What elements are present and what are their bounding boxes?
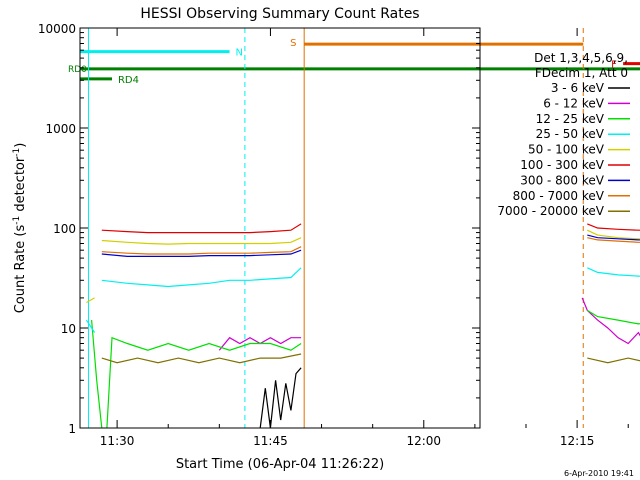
y-tick-label-1: 1 bbox=[68, 422, 76, 436]
legend-label-3: 12 - 25 keV bbox=[536, 112, 605, 126]
legend-label-7: 300 - 800 keV bbox=[520, 173, 604, 187]
series-line-6-seg-1 bbox=[101, 223, 302, 234]
y-axis-ticks: 1 10 100 1000 10000 bbox=[38, 22, 480, 436]
y-tick-label-4: 1000 bbox=[45, 122, 76, 136]
series-line-4-seg-2 bbox=[101, 267, 302, 288]
plot-frame bbox=[79, 27, 481, 429]
series-line-4-seg-1 bbox=[85, 319, 96, 333]
series-line-9-seg-2 bbox=[587, 357, 640, 364]
series-line-3-seg-1 bbox=[91, 320, 103, 429]
legend-label-4: 25 - 50 keV bbox=[536, 127, 605, 141]
x-tick-label-2: 11:45 bbox=[253, 434, 288, 448]
x-tick-label-3: 12:00 bbox=[406, 434, 441, 448]
status-bar-label-3: S bbox=[290, 38, 296, 49]
series-line-5-seg-2 bbox=[101, 237, 302, 245]
series-line-8-seg-2 bbox=[587, 237, 640, 243]
series-line-3-seg-3 bbox=[586, 309, 640, 325]
status-bar-label-1: N bbox=[236, 48, 243, 59]
series-line-8-seg-1 bbox=[101, 246, 302, 255]
legend: Det 1,3,4,5,6,9, FDecim 1, Att 0 3 - 6 k… bbox=[497, 51, 630, 218]
series-line-1-seg-1 bbox=[259, 367, 302, 429]
x-axis-label: Start Time (06-Apr-04 11:26:22) bbox=[176, 457, 384, 472]
x-tick-label-1: 11:30 bbox=[100, 434, 135, 448]
y-tick-label-2: 10 bbox=[61, 322, 76, 336]
y-tick-label-3: 100 bbox=[53, 222, 76, 236]
legend-label-6: 100 - 300 keV bbox=[520, 158, 604, 172]
legend-label-8: 800 - 7000 keV bbox=[513, 189, 605, 203]
legend-label-2: 6 - 12 keV bbox=[543, 96, 605, 110]
x-tick-label-4: 12:15 bbox=[560, 434, 595, 448]
status-bar-label-7: RD4 bbox=[118, 75, 139, 86]
series-line-5-seg-1 bbox=[86, 297, 95, 304]
legend-title-line-1: Det 1,3,4,5,6,9, bbox=[534, 51, 628, 65]
series-line-7-seg-1 bbox=[101, 249, 302, 257]
timestamp: 6-Apr-2010 19:41 bbox=[564, 469, 634, 478]
y-tick-label-5: 10000 bbox=[38, 22, 76, 36]
series-line-6-seg-2 bbox=[587, 223, 640, 231]
legend-label-1: 3 - 6 keV bbox=[551, 81, 605, 95]
legend-label-9: 7000 - 20000 keV bbox=[497, 204, 604, 218]
series-line-9-seg-1 bbox=[101, 353, 302, 364]
series-line-2-seg-2 bbox=[581, 297, 640, 345]
series-line-4-seg-3 bbox=[587, 267, 640, 277]
series-lines bbox=[85, 223, 640, 429]
y-axis-label: Count Rate (s-1 detector-1) bbox=[12, 143, 28, 314]
status-bars: N S F RD0 RD4 bbox=[68, 38, 640, 86]
status-bar-label-6: RD0 bbox=[68, 65, 87, 75]
legend-title-line-2: FDecim 1, Att 0 bbox=[535, 66, 628, 80]
legend-label-5: 50 - 100 keV bbox=[528, 143, 605, 157]
chart-title: HESSI Observing Summary Count Rates bbox=[140, 6, 419, 22]
status-bar-label-4: F bbox=[611, 60, 617, 71]
series-line-3-seg-2 bbox=[106, 336, 302, 429]
